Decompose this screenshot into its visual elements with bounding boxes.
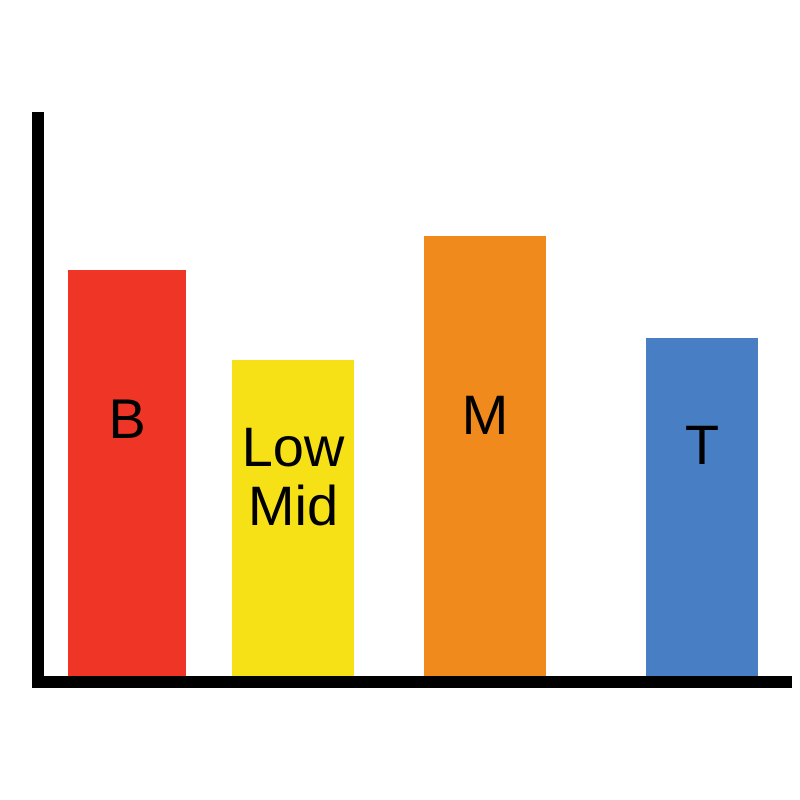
bar-0: B	[68, 270, 186, 676]
plot-area: B Low Mid M T	[44, 112, 792, 676]
bar-label-0: B	[68, 390, 186, 449]
bar-2: M	[424, 236, 546, 676]
bar-label-1: Low Mid	[232, 418, 354, 536]
bar-label-2: M	[424, 386, 546, 445]
bar-1: Low Mid	[232, 360, 354, 676]
bar-label-3: T	[646, 416, 758, 475]
x-axis	[32, 676, 792, 688]
chart-canvas: B Low Mid M T	[0, 0, 800, 800]
y-axis	[32, 112, 44, 688]
bar-3: T	[646, 338, 758, 676]
